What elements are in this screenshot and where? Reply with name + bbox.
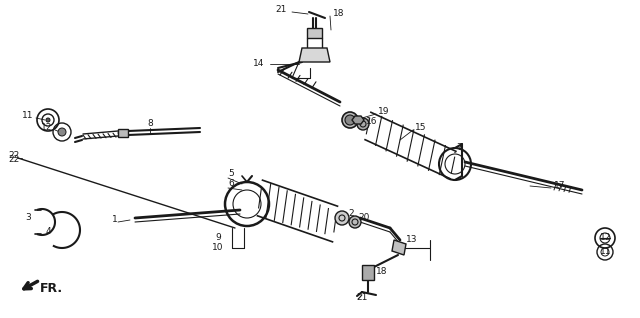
Text: 11: 11 — [600, 247, 611, 257]
Text: 1: 1 — [112, 216, 118, 225]
Circle shape — [46, 118, 50, 122]
Polygon shape — [392, 240, 406, 255]
Polygon shape — [362, 265, 374, 280]
Circle shape — [58, 128, 66, 136]
Circle shape — [345, 115, 355, 125]
Text: 15: 15 — [415, 123, 426, 133]
Text: 12: 12 — [600, 233, 611, 243]
Text: 20: 20 — [358, 213, 369, 223]
Text: 21: 21 — [356, 294, 367, 302]
Text: 13: 13 — [406, 236, 417, 245]
Circle shape — [349, 216, 361, 228]
Text: 18: 18 — [333, 10, 344, 18]
Text: 21: 21 — [276, 5, 287, 15]
Circle shape — [357, 118, 369, 130]
Text: 2: 2 — [348, 210, 354, 218]
Text: 8: 8 — [147, 120, 153, 128]
Text: 9: 9 — [215, 233, 221, 243]
Text: 3: 3 — [25, 213, 31, 223]
Text: 19: 19 — [378, 107, 390, 116]
Text: 18: 18 — [376, 267, 387, 276]
Text: 11: 11 — [22, 112, 33, 121]
Text: 22: 22 — [8, 156, 19, 164]
Text: 7: 7 — [456, 143, 461, 153]
Text: 5: 5 — [228, 169, 234, 178]
Text: FR.: FR. — [40, 281, 63, 294]
Text: 16: 16 — [366, 117, 378, 127]
Text: 17: 17 — [554, 182, 566, 190]
Polygon shape — [118, 129, 128, 137]
Text: 22: 22 — [8, 151, 19, 161]
Text: 10: 10 — [212, 244, 224, 252]
Text: 6: 6 — [228, 179, 234, 189]
Circle shape — [335, 211, 349, 225]
Polygon shape — [307, 28, 322, 38]
Text: 14: 14 — [253, 59, 264, 68]
Polygon shape — [352, 116, 364, 124]
Text: 4: 4 — [45, 227, 51, 237]
Text: 12: 12 — [40, 123, 52, 133]
Circle shape — [342, 112, 358, 128]
Polygon shape — [299, 48, 330, 62]
